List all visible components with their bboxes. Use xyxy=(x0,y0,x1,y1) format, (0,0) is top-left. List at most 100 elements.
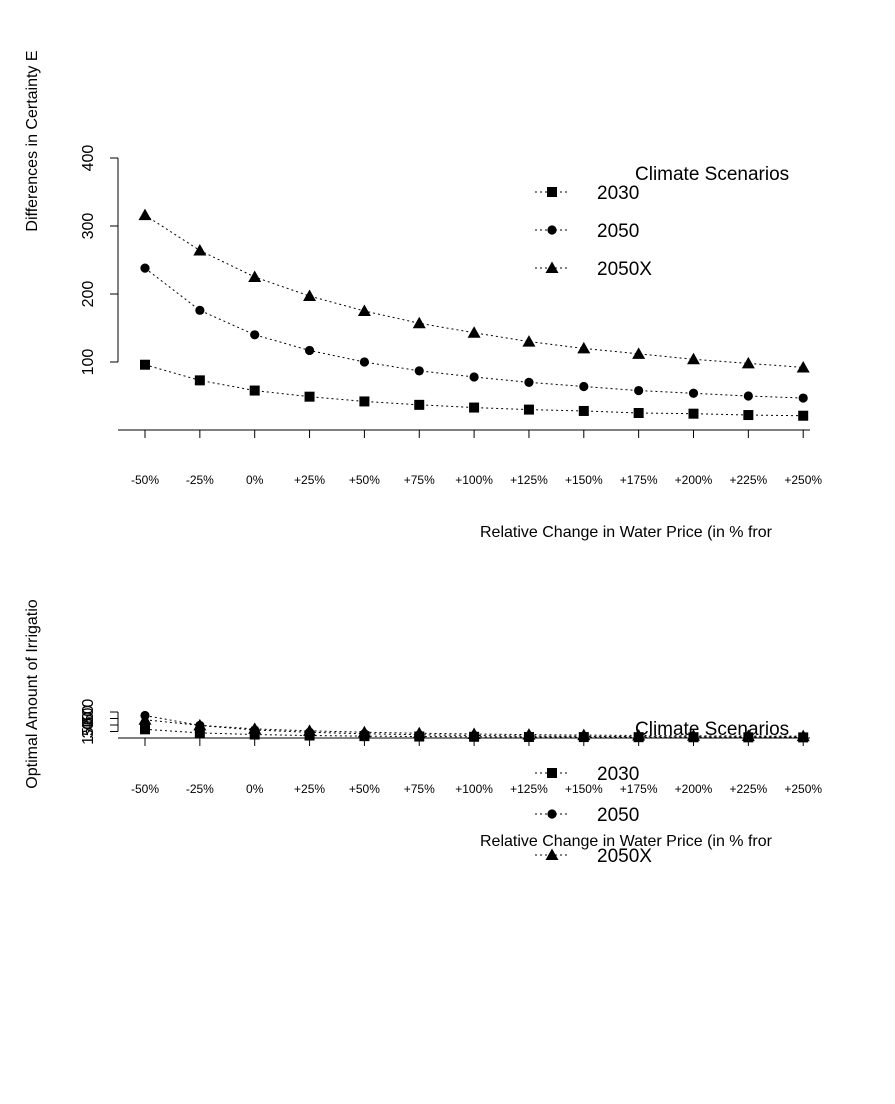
x-tick-label: +250% xyxy=(784,473,822,487)
series-2030 xyxy=(140,359,809,421)
legend-label: 2050 xyxy=(597,221,639,242)
series-2050 xyxy=(140,263,808,403)
data-point xyxy=(140,359,150,370)
y-tick-label: 200 xyxy=(80,281,97,308)
data-point xyxy=(741,729,755,742)
legend-title: Climate Scenarios xyxy=(635,164,789,185)
data-point xyxy=(303,724,317,736)
data-point xyxy=(798,410,809,421)
data-point xyxy=(140,263,150,273)
data-point xyxy=(578,405,589,416)
x-tick-label: +125% xyxy=(510,473,548,487)
x-tick-label: +125% xyxy=(510,782,548,796)
x-tick-label: +75% xyxy=(404,782,435,796)
data-point xyxy=(194,727,205,738)
y-tick-label: 150 xyxy=(80,718,97,745)
data-point xyxy=(140,724,150,735)
y-tick-label: 300 xyxy=(80,712,97,739)
series-2050X xyxy=(138,208,810,373)
data-point xyxy=(796,360,810,373)
x-tick-label: +50% xyxy=(349,782,380,796)
panel-2: -50% -25% 0% +25% +50% +75% +100% +125% +150% +17… xyxy=(24,599,822,867)
x-axis-title: Relative Change in Water Price (in % fro… xyxy=(480,524,773,541)
legend-label: 2050X xyxy=(597,846,652,867)
legend-marker xyxy=(547,809,557,819)
y-axis-title: Optimal Amount of Irrigatio xyxy=(24,599,41,789)
data-point xyxy=(412,316,426,329)
data-point xyxy=(414,366,424,376)
y-tick-label: 100 xyxy=(80,349,97,376)
x-tick-label: +150% xyxy=(565,782,603,796)
data-point xyxy=(467,326,481,338)
data-point xyxy=(359,396,370,407)
data-point xyxy=(414,399,425,410)
data-point xyxy=(250,330,260,340)
series-2050X xyxy=(138,713,810,742)
x-tick-label: +100% xyxy=(455,473,493,487)
legend-marker xyxy=(547,768,557,778)
data-point xyxy=(796,729,810,742)
data-point xyxy=(138,208,152,221)
data-point xyxy=(138,713,152,725)
panel-1: -50% -25% 0% +25% +50% +75% +100% +125% +150% +17… xyxy=(24,50,822,541)
y-tick-label: 300 xyxy=(80,213,97,240)
data-point xyxy=(469,402,480,413)
data-point xyxy=(249,385,260,396)
data-point xyxy=(741,356,755,369)
x-tick-label: +25% xyxy=(294,473,325,487)
x-tick-label: +200% xyxy=(675,782,713,796)
x-tick-label: 0% xyxy=(246,782,264,796)
data-point xyxy=(359,357,369,367)
legend-label: 2050X xyxy=(597,259,652,280)
data-point xyxy=(687,729,700,741)
legend-label: 2030 xyxy=(597,183,639,204)
legend-title: Climate Scenarios xyxy=(635,719,789,740)
data-point xyxy=(688,408,699,419)
data-point xyxy=(632,347,646,359)
x-tick-label: +50% xyxy=(349,473,380,487)
data-point xyxy=(522,728,536,740)
x-tick-label: +175% xyxy=(620,782,658,796)
legend-label: 2030 xyxy=(597,764,639,785)
legend-marker xyxy=(545,261,559,273)
x-tick-label: 0% xyxy=(246,473,264,487)
x-axis-title: Relative Change in Water Price (in % fro… xyxy=(480,833,773,850)
data-point xyxy=(632,728,646,741)
legend-marker xyxy=(545,848,559,860)
x-tick-label: -50% xyxy=(131,782,159,796)
data-point xyxy=(194,375,205,386)
data-point xyxy=(688,388,699,398)
data-point xyxy=(577,728,591,741)
legend-marker xyxy=(547,225,557,235)
x-tick-label: +250% xyxy=(784,782,822,796)
data-point xyxy=(469,372,479,382)
data-point xyxy=(357,725,371,738)
data-point xyxy=(743,391,753,401)
data-point xyxy=(579,381,589,392)
y-axis-title: Differences in Certainty E xyxy=(24,50,41,231)
data-point xyxy=(634,385,644,396)
data-point xyxy=(357,304,371,316)
data-point xyxy=(524,377,534,387)
x-tick-label: -25% xyxy=(186,782,214,796)
data-point xyxy=(467,727,481,740)
x-tick-label: +100% xyxy=(455,782,493,796)
data-point xyxy=(304,391,315,402)
data-point xyxy=(633,408,644,418)
data-point xyxy=(412,726,426,739)
data-point xyxy=(193,243,207,256)
x-tick-label: +25% xyxy=(294,782,325,796)
data-point xyxy=(304,345,315,356)
data-point xyxy=(248,270,262,282)
data-point xyxy=(743,410,754,421)
data-point xyxy=(248,722,262,734)
data-point xyxy=(523,404,534,415)
y-tick-label: 600 xyxy=(80,699,97,726)
legend-marker xyxy=(547,187,557,197)
y-tick-label: 400 xyxy=(80,145,97,172)
x-tick-label: -25% xyxy=(186,473,214,487)
data-point xyxy=(798,393,808,403)
